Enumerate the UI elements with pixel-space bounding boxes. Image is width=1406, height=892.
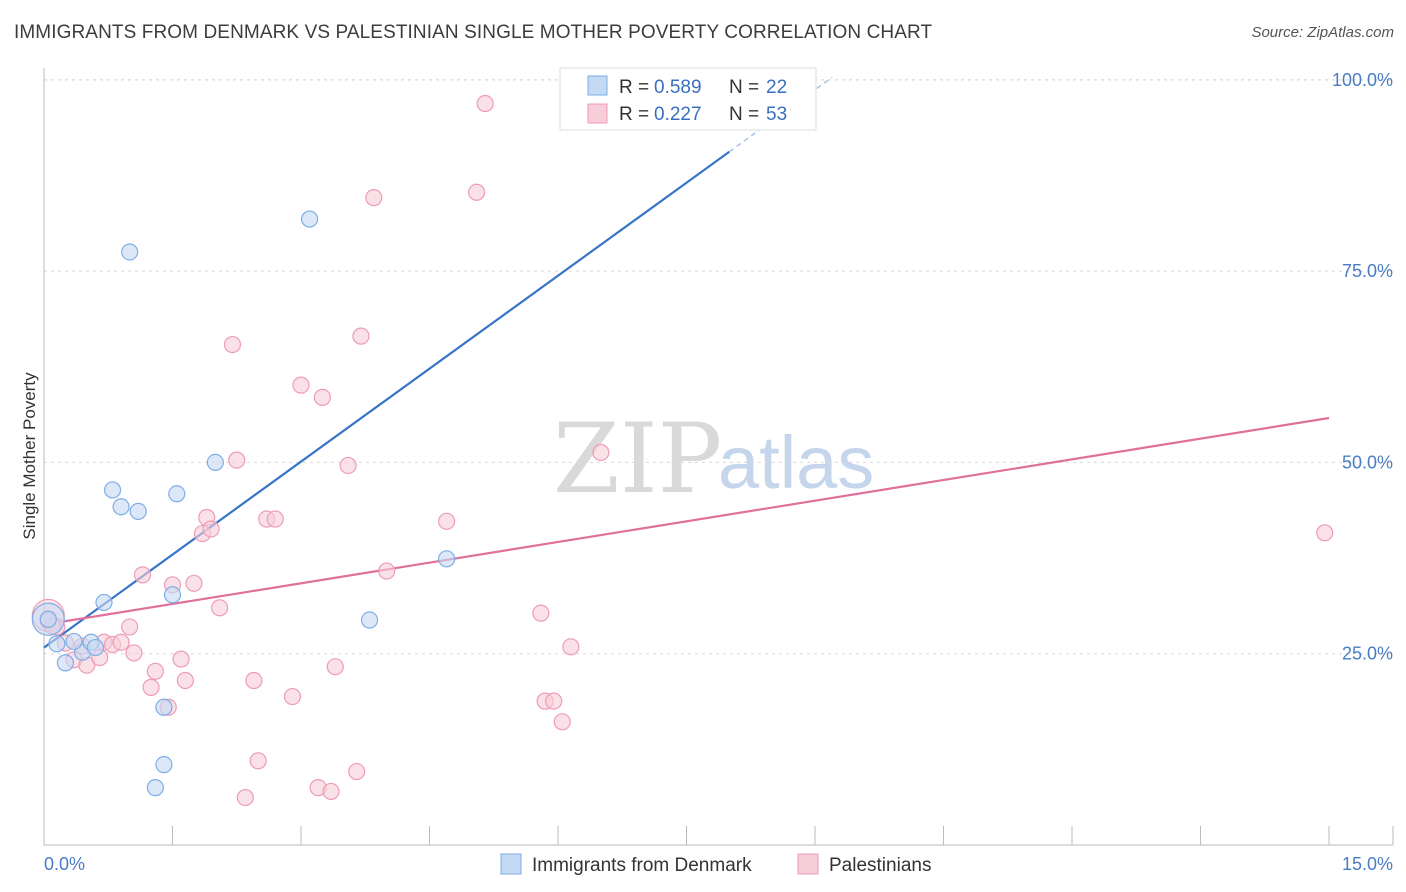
x-tick-min: 0.0%	[44, 854, 85, 874]
denmark-point-11	[146, 779, 164, 797]
palestinians-point-13	[142, 678, 160, 696]
denmark-point-16	[206, 453, 224, 471]
palestinians-point-39	[352, 327, 370, 345]
palestinians-point-12	[133, 566, 152, 584]
palestinians-point-24	[223, 335, 242, 354]
palestinians-point-38	[348, 762, 366, 781]
palestinians-point-35	[322, 782, 340, 801]
denmark-point-7	[103, 481, 122, 499]
trend-lines	[43, 76, 1330, 649]
watermark: ZIP atlas	[553, 403, 874, 515]
denmark-point-12	[155, 756, 173, 774]
denmark-point-9	[121, 243, 139, 261]
legend-r-label-palestinians: R =	[619, 104, 649, 125]
palestinians-point-41	[378, 562, 396, 580]
legend-swatch-palestinians	[587, 103, 608, 124]
gridlines	[44, 79, 1393, 655]
stats-legend: R = 0.589 N = 22 R = 0.227 N = 53	[559, 67, 817, 131]
legend-r-label-denmark: R =	[619, 77, 649, 98]
palestinians-trend-line	[43, 416, 1330, 626]
palestinians-point-47	[545, 692, 563, 710]
palestinians-point-19	[185, 574, 203, 592]
palestinians-point-10	[121, 618, 139, 636]
palestinians-point-45	[532, 604, 550, 622]
legend-n-value-denmark: 22	[766, 77, 787, 98]
palestinians-point-51	[1316, 524, 1334, 542]
y-tick-label-3: 100.0%	[1332, 70, 1393, 90]
axes	[43, 68, 1394, 846]
palestinians-point-40	[365, 189, 383, 207]
source-credit: Source: ZipAtlas.com	[1251, 24, 1394, 41]
palestinians-point-28	[249, 752, 267, 770]
palestinians-point-17	[172, 650, 190, 668]
denmark-point-19	[438, 550, 456, 568]
denmark-point-0	[39, 610, 57, 628]
series-legend-label-denmark: Immigrants from Denmark	[532, 855, 752, 876]
y-tick-label-2: 75.0%	[1342, 261, 1393, 281]
palestinians-point-31	[283, 687, 302, 706]
y-axis-label: Single Mother Poverty	[20, 372, 39, 540]
palestinians-point-26	[236, 788, 254, 807]
palestinians-point-22	[202, 520, 220, 538]
denmark-point-10	[129, 502, 147, 520]
palestinians-point-27	[245, 671, 263, 690]
denmark-point-5	[86, 638, 105, 657]
palestinians-point-49	[562, 638, 580, 656]
series-legend: Immigrants from Denmark Palestinians	[500, 853, 931, 876]
denmark-point-8	[112, 498, 130, 516]
palestinians-point-9	[112, 633, 130, 651]
chart-title: IMMIGRANTS FROM DENMARK VS PALESTINIAN S…	[14, 22, 933, 43]
palestinians-point-36	[326, 658, 344, 676]
legend-n-value-palestinians: 53	[766, 104, 787, 125]
y-tick-label-1: 50.0%	[1342, 452, 1393, 472]
legend-n-label-palestinians: N =	[729, 104, 759, 125]
palestinians-point-42	[438, 512, 456, 530]
legend-r-value-denmark: 0.589	[654, 77, 702, 98]
legend-n-label-denmark: N =	[729, 77, 759, 98]
palestinians-point-34	[313, 388, 332, 406]
legend-swatch-denmark	[587, 75, 608, 96]
y-tick-label-0: 25.0%	[1342, 644, 1393, 664]
denmark-trend-line	[43, 150, 730, 649]
y-tick-labels: 25.0% 50.0% 75.0% 100.0%	[1332, 70, 1393, 664]
watermark-zip: ZIP	[553, 403, 722, 515]
legend-r-value-palestinians: 0.227	[654, 104, 702, 125]
denmark-point-15	[168, 485, 186, 503]
denmark-point-1	[48, 635, 66, 653]
denmark-point-18	[360, 611, 379, 629]
palestinians-point-30	[266, 510, 284, 528]
denmark-point-14	[163, 586, 182, 604]
palestinians-point-11	[125, 644, 143, 662]
palestinians-point-37	[339, 456, 357, 475]
palestinians-point-18	[176, 671, 194, 690]
series-legend-swatch-denmark	[500, 853, 522, 875]
palestinians-point-14	[146, 662, 164, 680]
palestinians-point-25	[228, 451, 246, 469]
denmark-point-13	[155, 698, 173, 716]
denmark-point-17	[300, 210, 319, 228]
palestinians-point-44	[476, 94, 494, 113]
series-legend-swatch-palestinians	[797, 853, 819, 875]
denmark-point-2	[56, 654, 75, 672]
series-legend-label-palestinians: Palestinians	[829, 855, 931, 876]
palestinians-point-48	[553, 713, 571, 731]
palestinians-point-32	[292, 376, 310, 394]
denmark-point-21	[65, 632, 83, 651]
denmark-point-6	[95, 593, 113, 612]
x-tick-max: 15.0%	[1342, 854, 1393, 874]
palestinians-point-23	[211, 599, 229, 617]
denmark-points	[31, 68, 627, 797]
palestinians-point-50	[592, 443, 610, 462]
palestinians-point-43	[468, 183, 486, 201]
